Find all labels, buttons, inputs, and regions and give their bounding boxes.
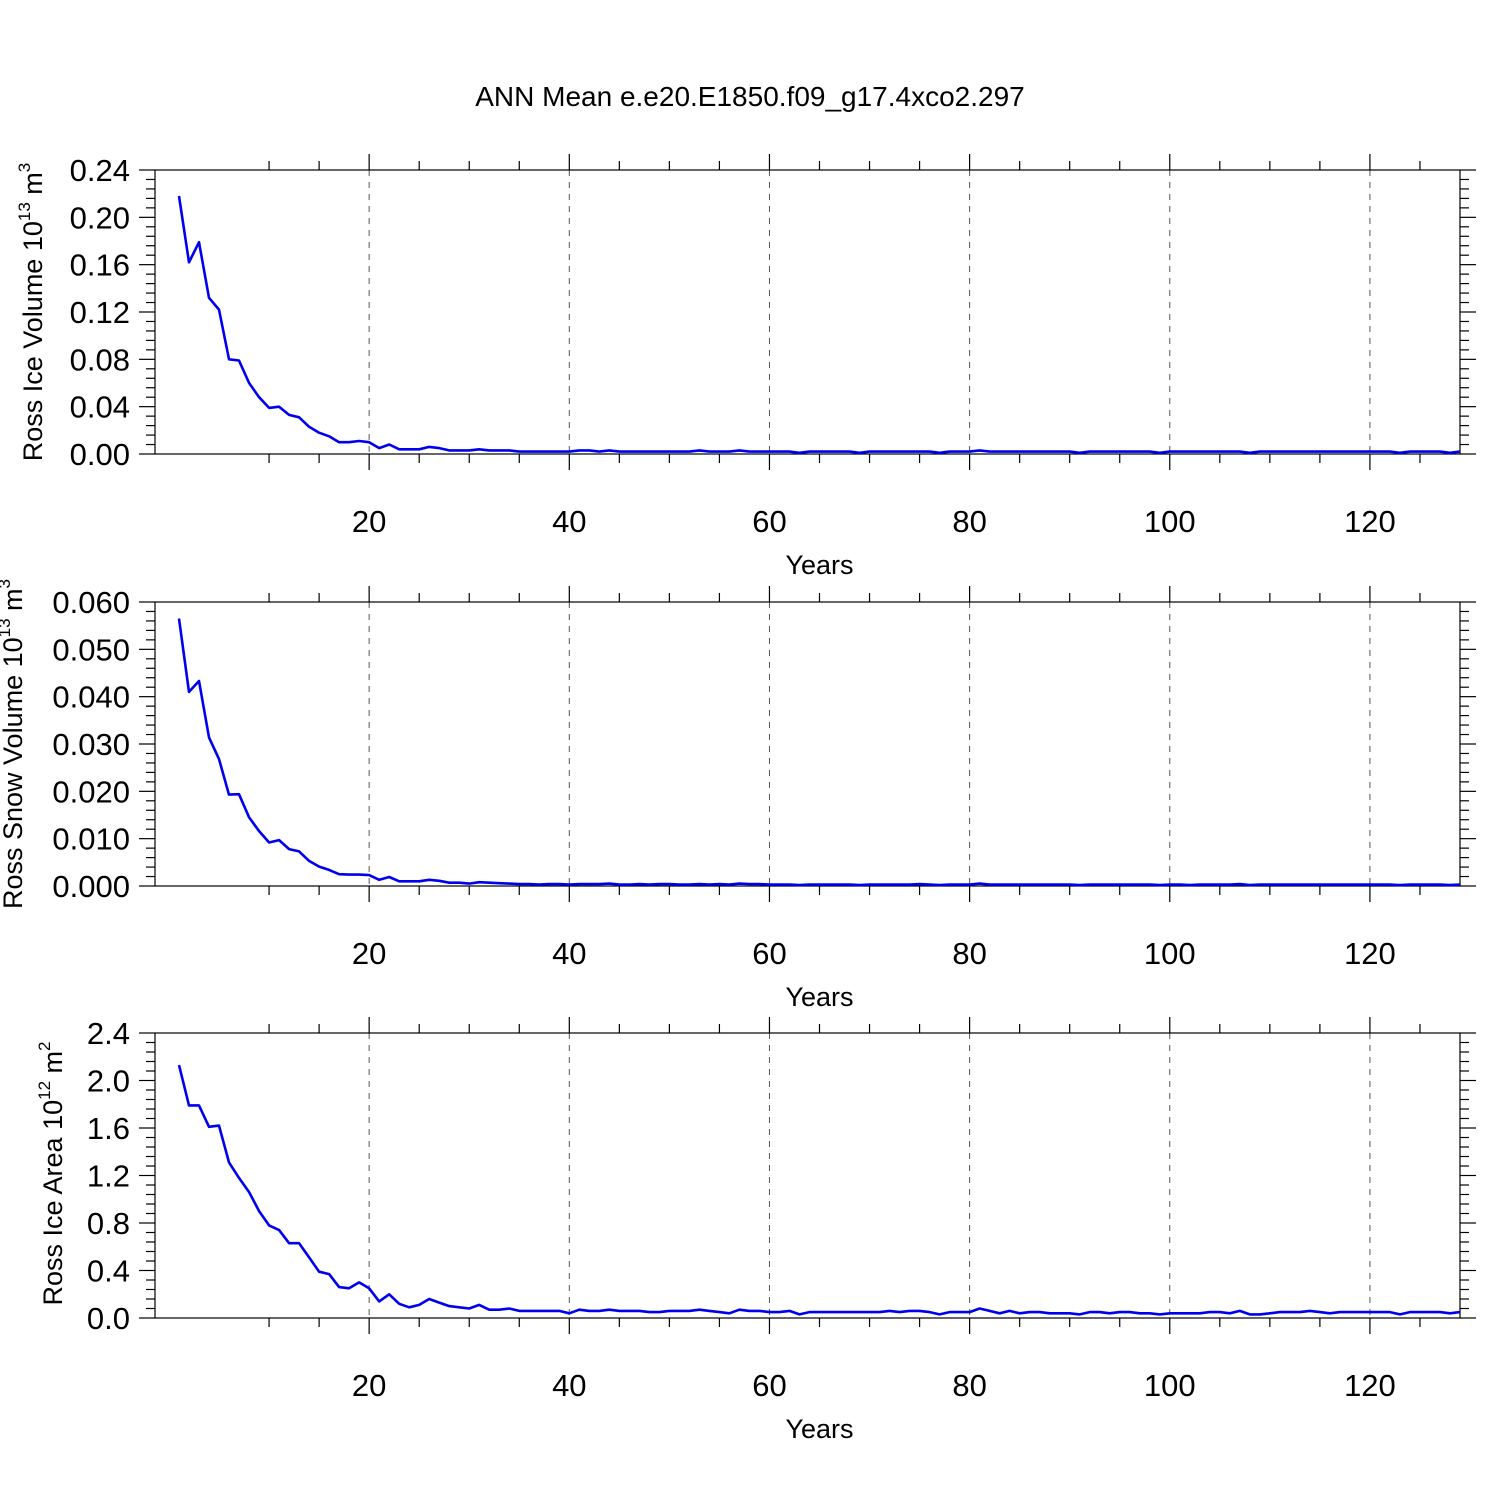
x-tick-label: 60 xyxy=(752,1368,786,1403)
series-line xyxy=(177,195,1461,455)
y-tick-label: 0.030 xyxy=(52,727,130,762)
x-tick-label: 100 xyxy=(1144,1368,1196,1403)
series-line xyxy=(177,618,1461,887)
plot-frame xyxy=(154,601,1461,887)
y-axis-label-part: m xyxy=(38,1051,68,1081)
x-tick-label: 20 xyxy=(352,1368,386,1403)
panel-1: 20 40 60 80 100 120 Years 0.00 0.04 0.08 0.12 0.16 0… xyxy=(15,153,1476,580)
y-tick-label: 0.040 xyxy=(52,680,130,715)
y-axis-label-part: Ross Ice Area 10 xyxy=(38,1100,68,1306)
y-tick-label: 0.16 xyxy=(70,248,130,283)
y-tick-label: 2.4 xyxy=(87,1016,130,1051)
y-tick-label: 0.00 xyxy=(70,437,130,472)
x-axis-label: Years xyxy=(785,982,853,1012)
y-tick-label: 0.04 xyxy=(70,390,130,425)
x-tick-label: 100 xyxy=(1144,504,1196,539)
y-tick-label: 0.24 xyxy=(70,153,130,188)
plot-frame xyxy=(154,169,1461,455)
y-axis-label-part: Ross Ice Volume 10 xyxy=(18,221,48,461)
y-tick-label: 0.4 xyxy=(87,1254,130,1289)
x-axis-label: Years xyxy=(785,550,853,580)
y-tick-label: 0.08 xyxy=(70,342,130,377)
x-tick-label: 40 xyxy=(552,936,586,971)
y-axis-label: Ross Ice Area 1012 m2 xyxy=(35,1041,68,1305)
y-tick-label: 1.2 xyxy=(87,1159,130,1194)
y-axis-label-superscript: 13 xyxy=(0,618,14,637)
y-tick-label: 2.0 xyxy=(87,1064,130,1099)
x-tick-label: 60 xyxy=(752,504,786,539)
panel-2: 20 40 60 80 100 120 Years 0.000 0.010 0.020 0.030 0… xyxy=(0,579,1476,1012)
y-tick-label: 1.6 xyxy=(87,1111,130,1146)
x-tick-label: 60 xyxy=(752,936,786,971)
x-tick-label: 120 xyxy=(1344,504,1396,539)
y-axis-label: Ross Snow Volume 1013 m3 xyxy=(0,579,28,909)
x-tick-label: 40 xyxy=(552,504,586,539)
y-tick-label: 0.060 xyxy=(52,585,130,620)
x-tick-label: 20 xyxy=(352,504,386,539)
y-tick-label: 0.8 xyxy=(87,1206,130,1241)
x-tick-label: 40 xyxy=(552,1368,586,1403)
y-tick-label: 0.050 xyxy=(52,632,130,667)
x-tick-label: 80 xyxy=(952,504,986,539)
y-axis-label: Ross Ice Volume 1013 m3 xyxy=(15,163,48,462)
plot-frame xyxy=(154,1032,1461,1319)
y-axis-label-superscript: 12 xyxy=(35,1081,54,1100)
x-tick-label: 80 xyxy=(952,936,986,971)
x-axis-label: Years xyxy=(785,1414,853,1444)
y-axis-label-superscript: 3 xyxy=(0,579,14,588)
y-axis-label-superscript: 2 xyxy=(35,1041,54,1050)
y-tick-label: 0.020 xyxy=(52,774,130,809)
y-axis-label-part: Ross Snow Volume 10 xyxy=(0,637,28,909)
y-tick-label: 0.000 xyxy=(52,869,130,904)
y-axis-label-superscript: 13 xyxy=(15,202,34,221)
panel-3: 20 40 60 80 100 120 Years 0.0 0.4 0.8 1.2 1.6 2.0 2.4… xyxy=(35,1016,1476,1444)
y-tick-label: 0.12 xyxy=(70,295,130,330)
x-tick-label: 100 xyxy=(1144,936,1196,971)
x-tick-label: 120 xyxy=(1344,1368,1396,1403)
x-tick-label: 20 xyxy=(352,936,386,971)
y-axis-label-part: m xyxy=(18,172,48,202)
y-axis-label-superscript: 3 xyxy=(15,163,34,172)
y-tick-label: 0.010 xyxy=(52,822,130,857)
y-axis-label-part: m xyxy=(0,588,28,618)
y-tick-label: 0.20 xyxy=(70,200,130,235)
figure-title: ANN Mean e.e20.E1850.f09_g17.4xco2.297 xyxy=(475,81,1025,112)
x-tick-label: 120 xyxy=(1344,936,1396,971)
x-tick-label: 80 xyxy=(952,1368,986,1403)
y-tick-label: 0.0 xyxy=(87,1301,130,1336)
series-line xyxy=(177,1064,1461,1316)
